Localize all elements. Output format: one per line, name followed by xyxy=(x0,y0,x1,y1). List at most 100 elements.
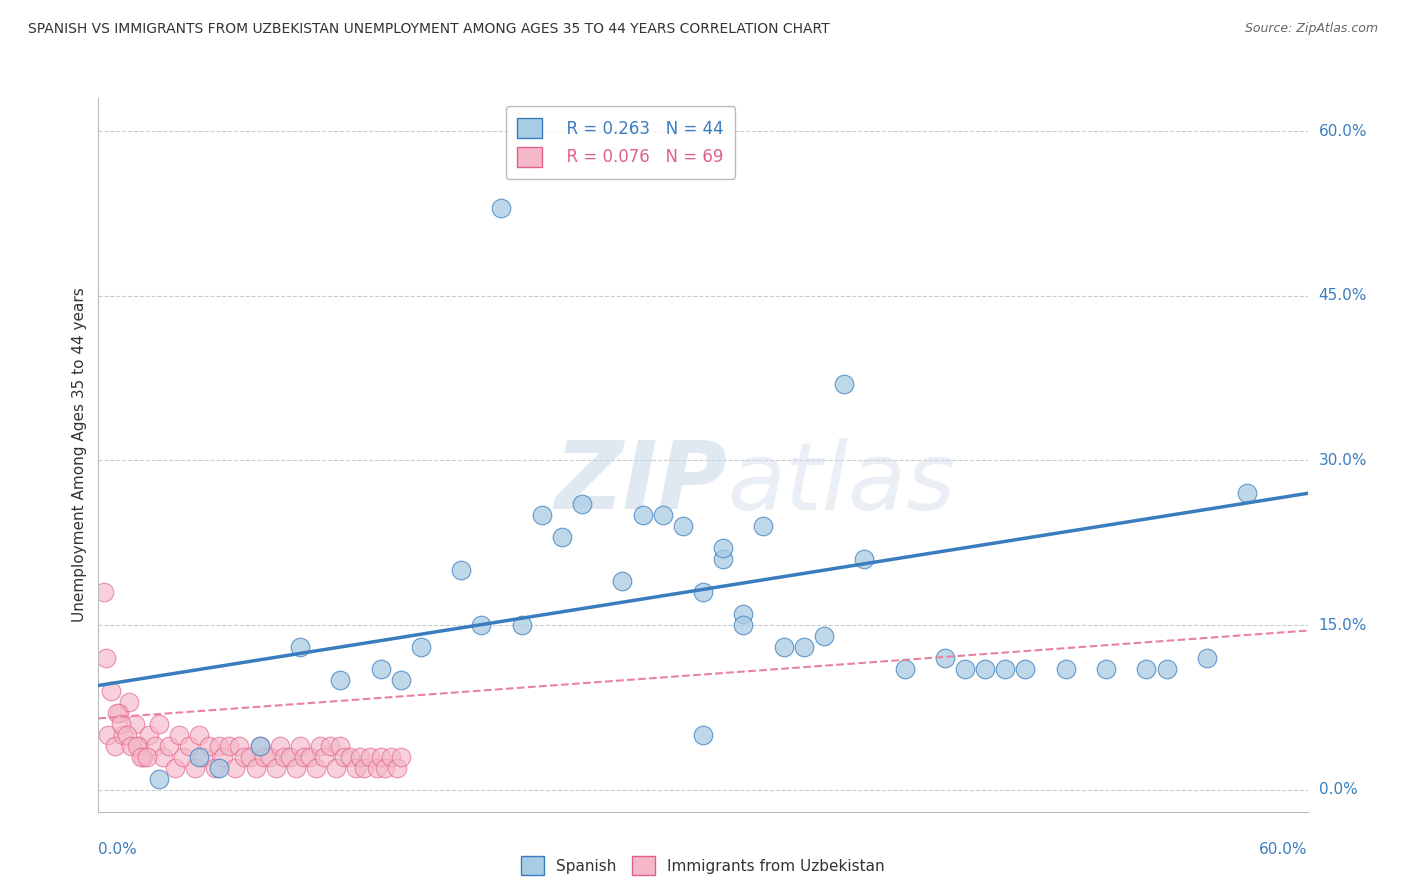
Point xyxy=(651,508,673,523)
Point xyxy=(208,761,231,775)
Point xyxy=(93,585,115,599)
Point xyxy=(128,739,150,753)
Point xyxy=(510,618,533,632)
Point xyxy=(218,739,240,753)
Point xyxy=(278,749,301,764)
Point xyxy=(389,749,412,764)
Point xyxy=(530,508,553,523)
Point xyxy=(111,728,134,742)
Point xyxy=(893,662,915,676)
Point xyxy=(125,739,148,753)
Point xyxy=(204,761,226,775)
Point xyxy=(470,618,492,632)
Point xyxy=(120,739,142,753)
Point xyxy=(409,640,432,654)
Y-axis label: Unemployment Among Ages 35 to 44 years: Unemployment Among Ages 35 to 44 years xyxy=(72,287,87,623)
Text: atlas: atlas xyxy=(727,438,956,529)
Point xyxy=(148,772,170,786)
Point xyxy=(329,673,352,687)
Point xyxy=(96,651,118,665)
Text: 0.0%: 0.0% xyxy=(98,842,138,857)
Point xyxy=(1236,486,1258,500)
Point xyxy=(325,761,347,775)
Point xyxy=(360,749,382,764)
Text: 60.0%: 60.0% xyxy=(1260,842,1308,857)
Point xyxy=(135,749,157,764)
Point xyxy=(269,739,291,753)
Point xyxy=(124,717,146,731)
Point xyxy=(172,749,194,764)
Point xyxy=(193,749,215,764)
Point xyxy=(853,552,876,566)
Point xyxy=(1156,662,1178,676)
Point xyxy=(245,761,267,775)
Point xyxy=(772,640,794,654)
Point xyxy=(163,761,186,775)
Point xyxy=(239,749,262,764)
Point xyxy=(953,662,976,676)
Point xyxy=(385,761,408,775)
Point xyxy=(491,201,513,215)
Point xyxy=(711,552,734,566)
Point xyxy=(148,717,170,731)
Point xyxy=(329,739,352,753)
Point xyxy=(115,728,138,742)
Point xyxy=(380,749,402,764)
Point xyxy=(711,541,734,556)
Point xyxy=(292,749,315,764)
Point xyxy=(188,728,211,742)
Point xyxy=(179,739,201,753)
Point xyxy=(752,519,775,533)
Point xyxy=(309,739,332,753)
Point xyxy=(333,749,356,764)
Point xyxy=(167,728,190,742)
Point xyxy=(353,761,375,775)
Point xyxy=(184,761,207,775)
Point xyxy=(974,662,997,676)
Point xyxy=(129,749,152,764)
Point xyxy=(571,497,593,511)
Point xyxy=(349,749,371,764)
Point xyxy=(672,519,695,533)
Point xyxy=(198,739,221,753)
Point xyxy=(249,739,271,753)
Point xyxy=(264,761,287,775)
Point xyxy=(132,749,155,764)
Point xyxy=(339,749,361,764)
Point xyxy=(249,739,271,753)
Text: 30.0%: 30.0% xyxy=(1319,453,1367,468)
Point xyxy=(110,717,132,731)
Point xyxy=(232,749,254,764)
Point xyxy=(103,739,125,753)
Point xyxy=(138,728,160,742)
Text: 0.0%: 0.0% xyxy=(1319,782,1357,797)
Point xyxy=(1054,662,1077,676)
Point xyxy=(450,563,472,577)
Point xyxy=(105,706,128,720)
Point xyxy=(631,508,654,523)
Point xyxy=(224,761,246,775)
Point xyxy=(793,640,815,654)
Point xyxy=(366,761,388,775)
Point xyxy=(1014,662,1036,676)
Point xyxy=(389,673,412,687)
Point xyxy=(157,739,180,753)
Text: 45.0%: 45.0% xyxy=(1319,288,1367,303)
Point xyxy=(188,749,211,764)
Point xyxy=(305,761,328,775)
Point xyxy=(934,651,956,665)
Point xyxy=(259,749,281,764)
Point xyxy=(299,749,322,764)
Text: Source: ZipAtlas.com: Source: ZipAtlas.com xyxy=(1244,22,1378,36)
Point xyxy=(273,749,295,764)
Point xyxy=(551,530,574,544)
Point xyxy=(314,749,336,764)
Point xyxy=(832,376,855,391)
Point xyxy=(813,629,835,643)
Point xyxy=(370,749,392,764)
Point xyxy=(374,761,396,775)
Point xyxy=(208,739,231,753)
Point xyxy=(284,761,307,775)
Text: 60.0%: 60.0% xyxy=(1319,124,1367,138)
Point xyxy=(152,749,174,764)
